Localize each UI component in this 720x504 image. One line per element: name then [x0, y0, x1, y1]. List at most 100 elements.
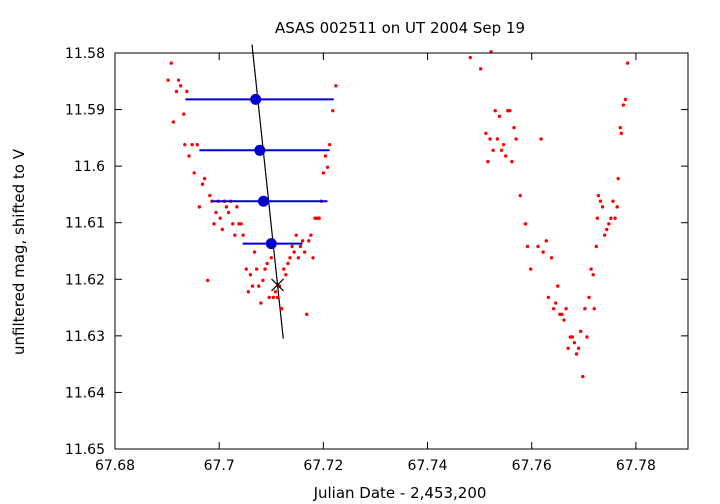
data-point	[178, 84, 183, 88]
data-point	[296, 256, 301, 260]
data-point	[574, 352, 579, 356]
data-point	[564, 307, 568, 311]
data-point	[231, 222, 235, 226]
data-point	[288, 256, 292, 260]
x-tick-label: 67.7	[204, 458, 235, 474]
plot-frame	[114, 52, 689, 450]
data-point	[468, 55, 472, 60]
data-point	[501, 142, 506, 147]
data-point	[192, 171, 196, 175]
data-point	[514, 137, 518, 141]
y-tick-label: 11.6	[74, 159, 105, 175]
data-point	[523, 222, 528, 226]
data-point	[323, 154, 328, 158]
data-point	[246, 290, 251, 294]
y-tick-label: 11.63	[65, 329, 105, 345]
data-point	[259, 301, 263, 305]
x-tick-label: 67.68	[95, 458, 135, 474]
data-point	[560, 312, 564, 317]
data-point	[478, 67, 483, 71]
data-point	[536, 244, 540, 249]
data-point	[592, 307, 596, 311]
data-point	[302, 250, 307, 254]
data-point	[250, 284, 255, 288]
data-point	[226, 210, 231, 215]
data-point	[572, 340, 577, 345]
y-tick-label: 11.65	[65, 442, 105, 458]
data-point	[508, 109, 512, 113]
data-point	[169, 61, 173, 65]
data-point	[300, 239, 305, 243]
data-point	[273, 290, 278, 294]
data-point	[591, 273, 595, 277]
data-point	[570, 335, 575, 339]
data-point	[585, 335, 589, 339]
data-point	[587, 295, 591, 300]
data-point	[510, 159, 514, 164]
data-point	[518, 193, 522, 198]
data-point	[541, 250, 545, 254]
data-point	[311, 256, 315, 260]
data-point	[484, 131, 488, 136]
x-tick-label: 67.78	[616, 458, 656, 474]
fit-marker-stroke	[271, 278, 284, 292]
data-point	[549, 256, 554, 260]
data-point	[214, 210, 218, 215]
data-point	[212, 222, 216, 226]
data-point	[578, 329, 583, 334]
data-point	[185, 89, 189, 94]
data-point	[233, 233, 237, 237]
data-point	[528, 267, 533, 271]
data-point	[190, 142, 194, 147]
data-point	[271, 295, 276, 300]
data-point	[298, 244, 303, 249]
data-point	[623, 97, 628, 102]
y-tick-label: 11.59	[65, 103, 105, 119]
data-point	[241, 233, 245, 237]
data-point	[609, 216, 613, 220]
data-point	[600, 205, 605, 209]
data-point	[607, 222, 611, 226]
y-axis-label: unfiltered mag, shifted to V	[10, 148, 28, 355]
mean-point	[254, 144, 266, 156]
data-point	[581, 374, 585, 379]
data-point	[598, 199, 603, 203]
mean-point	[257, 195, 269, 207]
data-point	[605, 227, 609, 232]
data-point	[187, 154, 191, 158]
data-point	[596, 193, 601, 198]
data-point	[566, 346, 570, 351]
data-point	[267, 295, 271, 300]
data-point	[309, 233, 313, 237]
data-point	[263, 267, 267, 271]
data-point	[618, 125, 622, 130]
data-point	[616, 176, 620, 181]
data-point	[224, 205, 229, 209]
data-point	[286, 261, 290, 266]
data-point	[556, 284, 560, 288]
data-point	[239, 222, 243, 226]
data-point	[583, 307, 587, 311]
data-point	[317, 216, 321, 220]
x-tick-label: 67.76	[512, 458, 552, 474]
data-point	[220, 227, 225, 232]
data-point	[252, 250, 257, 254]
data-point	[486, 159, 490, 164]
data-point	[200, 182, 205, 186]
data-point	[292, 250, 296, 254]
data-point	[206, 278, 210, 283]
data-point	[282, 267, 286, 271]
data-point	[321, 171, 326, 175]
data-point	[331, 109, 335, 113]
data-point	[261, 278, 265, 283]
data-point	[254, 267, 259, 271]
y-tick-label: 11.61	[65, 216, 105, 232]
data-point	[176, 78, 181, 82]
data-point	[525, 244, 530, 249]
data-point	[488, 137, 492, 141]
data-point	[290, 244, 294, 249]
data-point	[615, 205, 619, 209]
data-point	[621, 103, 626, 107]
data-point	[182, 112, 186, 116]
